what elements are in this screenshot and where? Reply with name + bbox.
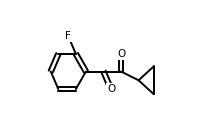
Text: F: F [65,31,71,41]
Text: O: O [117,49,125,59]
Text: O: O [107,84,115,94]
